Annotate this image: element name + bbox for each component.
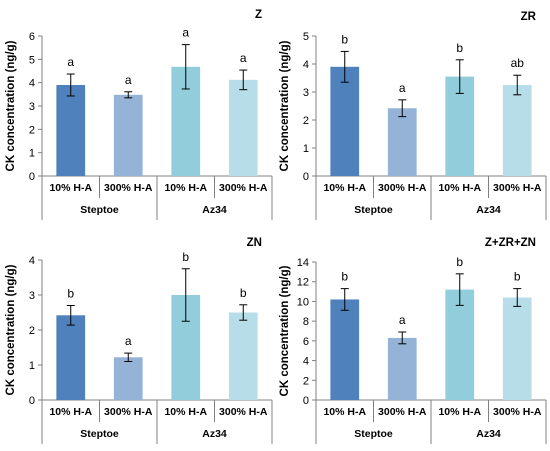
y-tick-label: 0 bbox=[303, 171, 309, 183]
y-tick-label: 0 bbox=[303, 395, 309, 407]
bar bbox=[502, 297, 532, 400]
significance-label: b bbox=[67, 287, 74, 301]
category-label: 300% H-A bbox=[493, 406, 542, 418]
group-label: Steptoe bbox=[80, 428, 119, 440]
significance-label: b bbox=[514, 270, 521, 284]
y-tick-label: 6 bbox=[303, 336, 309, 348]
category-label: 10% H-A bbox=[164, 406, 207, 418]
bar bbox=[387, 337, 417, 400]
y-tick-label: 5 bbox=[29, 54, 35, 66]
y-tick-label: 12 bbox=[297, 277, 309, 289]
panel-title: Z+ZR+ZN bbox=[485, 237, 536, 249]
panel-title: ZR bbox=[521, 11, 537, 23]
category-label: 10% H-A bbox=[49, 182, 92, 194]
y-tick-label: 3 bbox=[29, 290, 35, 302]
y-tick-label: 1 bbox=[29, 360, 35, 372]
y-tick-label: 2 bbox=[29, 325, 35, 337]
category-label: 10% H-A bbox=[49, 406, 92, 418]
category-label: 10% H-A bbox=[164, 182, 207, 194]
significance-label: ab bbox=[511, 56, 525, 70]
bar bbox=[56, 315, 86, 400]
bar bbox=[228, 312, 258, 400]
category-label: 300% H-A bbox=[493, 182, 542, 194]
category-label: 10% H-A bbox=[323, 406, 366, 418]
bar bbox=[113, 94, 143, 176]
y-tick-label: 0 bbox=[29, 171, 35, 183]
panel-title: ZN bbox=[247, 237, 262, 249]
significance-label: a bbox=[67, 55, 74, 69]
category-label: 300% H-A bbox=[219, 406, 268, 418]
group-label: Steptoe bbox=[354, 204, 393, 216]
bar bbox=[113, 357, 143, 400]
bar bbox=[330, 299, 360, 400]
y-tick-label: 14 bbox=[297, 257, 309, 269]
bar bbox=[330, 66, 360, 176]
y-tick-label: 10 bbox=[297, 296, 309, 308]
significance-label: a bbox=[399, 313, 406, 327]
panel-title: Z bbox=[255, 9, 262, 21]
y-tick-label: 2 bbox=[29, 124, 35, 136]
group-label: Az34 bbox=[202, 204, 227, 216]
y-tick-label: 8 bbox=[303, 316, 309, 328]
y-tick-label: 1 bbox=[303, 143, 309, 155]
significance-label: a bbox=[125, 73, 132, 87]
bar bbox=[502, 85, 532, 176]
y-tick-label: 3 bbox=[29, 101, 35, 113]
y-axis-label: CK concentration (ng/g) bbox=[5, 264, 17, 395]
group-label: Az34 bbox=[476, 428, 501, 440]
bar bbox=[228, 79, 258, 176]
y-tick-label: 4 bbox=[303, 356, 309, 368]
category-label: 10% H-A bbox=[323, 182, 366, 194]
category-label: 300% H-A bbox=[219, 182, 268, 194]
bar bbox=[56, 85, 86, 176]
y-tick-label: 2 bbox=[303, 375, 309, 387]
category-label: 10% H-A bbox=[438, 182, 481, 194]
y-tick-label: 4 bbox=[29, 78, 35, 90]
significance-label: b bbox=[182, 250, 189, 264]
category-label: 10% H-A bbox=[438, 406, 481, 418]
y-tick-label: 0 bbox=[29, 395, 35, 407]
y-tick-label: 4 bbox=[29, 255, 35, 267]
significance-label: a bbox=[125, 334, 132, 348]
y-tick-label: 6 bbox=[29, 31, 35, 43]
category-label: 300% H-A bbox=[378, 182, 427, 194]
bar bbox=[445, 289, 475, 400]
category-label: 300% H-A bbox=[104, 182, 153, 194]
group-label: Steptoe bbox=[80, 204, 119, 216]
significance-label: b bbox=[456, 255, 463, 269]
y-axis-label: CK concentration (ng/g) bbox=[5, 40, 17, 171]
y-tick-label: 2 bbox=[303, 115, 309, 127]
y-axis-label: CK concentration (ng/g) bbox=[279, 265, 291, 396]
category-label: 300% H-A bbox=[378, 406, 427, 418]
significance-label: a bbox=[240, 51, 247, 65]
bar bbox=[387, 108, 417, 176]
significance-label: a bbox=[399, 81, 406, 95]
significance-label: b bbox=[240, 286, 247, 300]
y-tick-label: 5 bbox=[303, 31, 309, 43]
significance-label: b bbox=[341, 270, 348, 284]
group-label: Az34 bbox=[202, 428, 227, 440]
y-tick-label: 3 bbox=[303, 87, 309, 99]
significance-label: b bbox=[341, 32, 348, 46]
group-label: Az34 bbox=[476, 204, 501, 216]
y-axis-label: CK concentration (ng/g) bbox=[279, 40, 291, 171]
category-label: 300% H-A bbox=[104, 406, 153, 418]
significance-label: a bbox=[182, 26, 189, 40]
significance-label: b bbox=[456, 41, 463, 55]
y-tick-label: 4 bbox=[303, 59, 309, 71]
y-tick-label: 1 bbox=[29, 148, 35, 160]
group-label: Steptoe bbox=[354, 428, 393, 440]
